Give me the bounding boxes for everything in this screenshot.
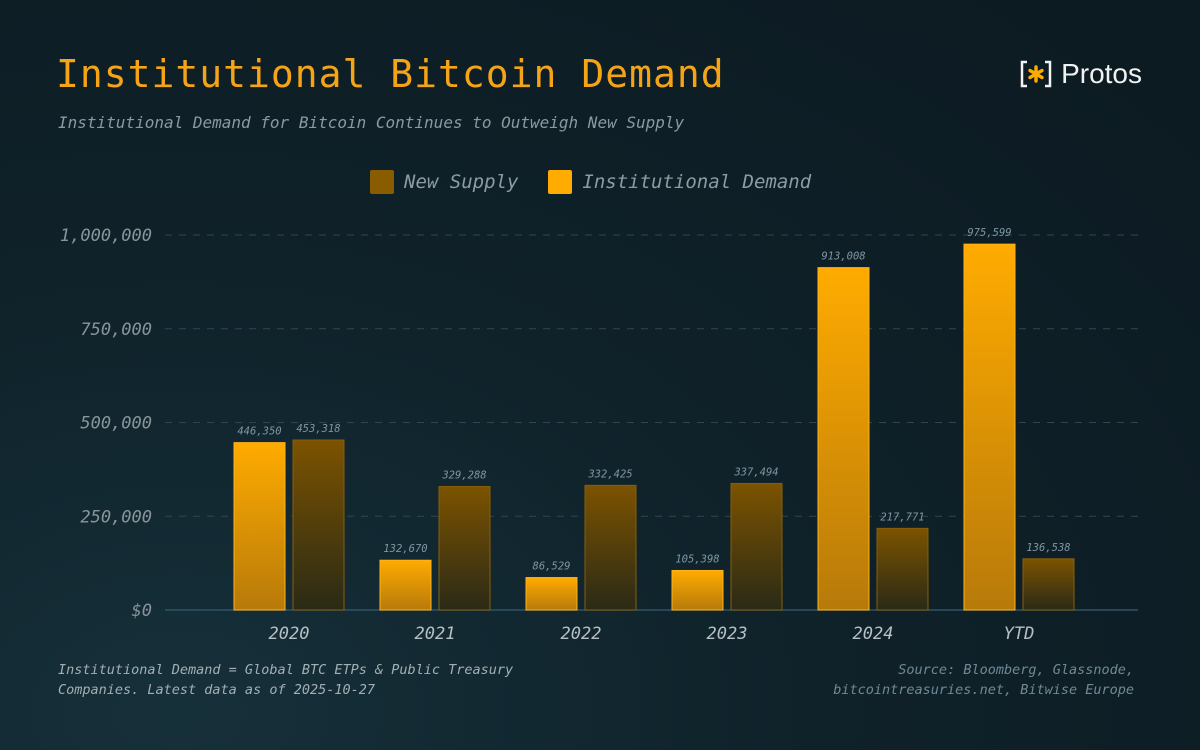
legend-label-new-supply: New Supply xyxy=(404,171,519,193)
legend-label-institutional-demand: Institutional Demand xyxy=(582,171,812,193)
source-line-1: Source: Bloomberg, Glassnode, xyxy=(898,662,1134,678)
legend-item-new-supply: New Supply xyxy=(370,170,518,194)
x-tick-label: 2022 xyxy=(561,624,602,644)
y-tick-label: 500,000 xyxy=(80,414,152,434)
bar-demand-2023 xyxy=(671,569,724,611)
chart-subtitle: Institutional Demand for Bitcoin Continu… xyxy=(58,113,685,132)
data-label-supply-2021: 329,288 xyxy=(441,470,486,482)
footnote-line-1: Institutional Demand = Global BTC ETPs &… xyxy=(58,662,514,678)
y-tick-label: 1,000,000 xyxy=(60,226,152,246)
data-label-supply-2020: 453,318 xyxy=(296,423,340,435)
data-label-demand-ytd: 975,599 xyxy=(967,227,1011,239)
source-note: Source: Bloomberg, Glassnode, bitcointre… xyxy=(833,660,1134,700)
y-tick-label: $0 xyxy=(132,601,152,621)
bar-supply-2020 xyxy=(292,439,345,611)
legend-swatch-institutional-demand xyxy=(548,170,573,194)
data-label-demand-2022: 86,529 xyxy=(533,561,571,573)
bar-supply-2021 xyxy=(438,486,491,611)
x-tick-label: 2021 xyxy=(415,624,456,644)
footnote-line-2: Companies. Latest data as of 2025-10-27 xyxy=(58,682,375,698)
bar-demand-2021 xyxy=(379,559,432,611)
data-label-supply-ytd: 136,538 xyxy=(1026,542,1070,554)
bar-supply-2023 xyxy=(730,482,783,611)
logo-text: Protos xyxy=(1061,58,1142,89)
asterisk-bracket-icon xyxy=(1019,59,1053,89)
bar-demand-2020 xyxy=(233,442,286,611)
protos-logo: Protos xyxy=(1019,58,1142,90)
x-tick-label: 2024 xyxy=(853,624,894,644)
x-tick-label: 2023 xyxy=(707,624,748,644)
bar-demand-ytd xyxy=(963,243,1016,611)
source-line-2: bitcointreasuries.net, Bitwise Europe xyxy=(833,682,1134,698)
data-label-supply-2024: 217,771 xyxy=(880,511,924,523)
bar-supply-2024 xyxy=(876,527,929,611)
y-tick-label: 750,000 xyxy=(80,320,152,340)
y-tick-label: 250,000 xyxy=(80,507,152,527)
legend-swatch-new-supply xyxy=(370,170,394,194)
chart-legend: New Supply Institutional Demand xyxy=(370,170,811,194)
data-label-demand-2020: 446,350 xyxy=(237,426,281,438)
x-tick-label: 2020 xyxy=(269,624,310,644)
bar-supply-2022 xyxy=(584,484,637,611)
footnote: Institutional Demand = Global BTC ETPs &… xyxy=(58,660,513,700)
bar-demand-2024 xyxy=(817,267,870,611)
data-label-demand-2023: 105,398 xyxy=(675,553,719,565)
bar-supply-ytd xyxy=(1022,558,1075,611)
data-label-supply-2022: 332,425 xyxy=(587,468,632,480)
legend-item-institutional-demand: Institutional Demand xyxy=(548,170,811,194)
chart-title: Institutional Bitcoin Demand xyxy=(56,52,725,96)
data-label-demand-2021: 132,670 xyxy=(383,543,427,555)
data-label-supply-2023: 337,494 xyxy=(733,466,778,478)
x-tick-label: YTD xyxy=(1004,624,1035,644)
data-label-demand-2024: 913,008 xyxy=(821,251,865,263)
bar-demand-2022 xyxy=(525,577,578,611)
